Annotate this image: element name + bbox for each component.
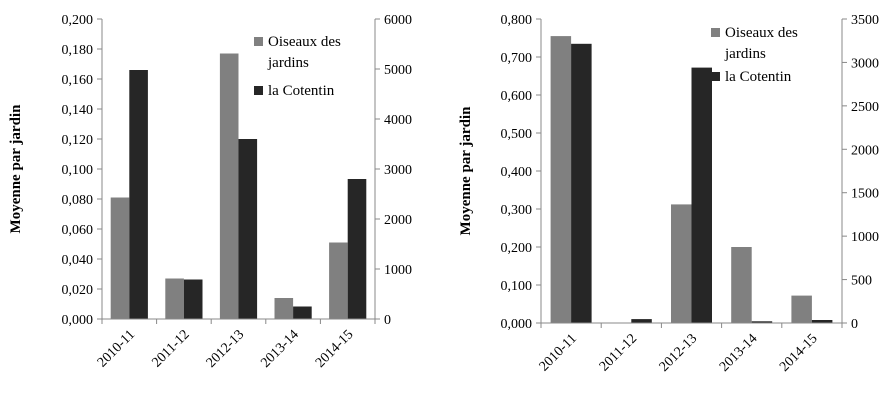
legend-label-cotentin: la Cotentin xyxy=(268,83,335,99)
x-category-label: 2012-13 xyxy=(657,331,701,375)
x-category-label: 2011-12 xyxy=(149,327,192,370)
legend-swatch-cotentin xyxy=(254,86,263,95)
left-tick-label: 0,600 xyxy=(501,89,533,104)
y-axis-title: Moyenne par jardin xyxy=(458,106,474,236)
right-tick-label: 3000 xyxy=(851,56,879,71)
bar-cotentin-2014-15 xyxy=(811,320,833,323)
left-tick-label: 0,500 xyxy=(501,127,533,142)
bar-oiseaux-2013-14 xyxy=(731,247,752,323)
right-tick-label: 0 xyxy=(384,313,391,328)
right-tick-label: 4000 xyxy=(384,113,412,128)
left-tick-label: 0,200 xyxy=(501,241,533,256)
chart-1: 0,000 0,020 0,040 0,060 0,080 0,100 0,120 0,140… xyxy=(8,13,412,371)
right-tick-label: 2000 xyxy=(851,143,879,158)
bar-oiseaux-2014-15 xyxy=(791,295,812,323)
x-category-label: 2014-15 xyxy=(777,331,821,375)
bar-cotentin-2010-11 xyxy=(571,43,592,324)
bar-oiseaux-2010-11 xyxy=(110,197,130,319)
legend: Oiseaux des jardins la Cotentin xyxy=(711,25,798,85)
bar-oiseaux-2013-14 xyxy=(274,298,294,319)
left-tick-label: 0,300 xyxy=(501,203,533,218)
bar-cotentin-2013-14 xyxy=(293,306,312,319)
left-tick-label: 0,000 xyxy=(62,313,94,328)
legend-swatch-oiseaux xyxy=(254,37,263,46)
x-category-label: 2011-12 xyxy=(597,331,640,374)
bar-oiseaux-2010-11 xyxy=(550,36,572,323)
left-tick-label: 0,700 xyxy=(501,51,533,66)
right-tick-label: 500 xyxy=(851,274,872,289)
left-tick-label: 0,400 xyxy=(501,165,533,180)
legend-label-oiseaux-line2: jardins xyxy=(267,55,309,71)
right-tick-label: 1000 xyxy=(851,230,879,245)
legend-label-oiseaux-line1: Oiseaux des xyxy=(268,34,341,50)
left-tick-label: 0,100 xyxy=(501,279,533,294)
left-tick-label: 0,040 xyxy=(62,253,94,268)
legend-label-oiseaux-line1: Oiseaux des xyxy=(725,25,798,41)
x-category-label: 2014-15 xyxy=(313,327,357,371)
legend-label-oiseaux-line2: jardins xyxy=(724,46,766,62)
bar-oiseaux-2011-12 xyxy=(165,278,184,319)
bar-cotentin-2012-13 xyxy=(238,139,258,319)
left-tick-label: 0,020 xyxy=(62,283,94,298)
bar-cotentin-2014-15 xyxy=(347,179,367,319)
bar-oiseaux-2012-13 xyxy=(671,204,692,323)
legend-swatch-cotentin xyxy=(711,72,720,81)
x-category-label: 2013-14 xyxy=(258,327,302,371)
right-tick-label: 3000 xyxy=(384,163,412,178)
bar-cotentin-2011-12 xyxy=(631,319,652,323)
right-tick-label: 2500 xyxy=(851,100,879,115)
x-category-label: 2010-11 xyxy=(537,331,580,374)
left-tick-label: 0,140 xyxy=(62,103,94,118)
legend-label-cotentin: la Cotentin xyxy=(725,69,792,85)
left-tick-label: 0,120 xyxy=(62,133,94,148)
left-tick-label: 0,100 xyxy=(62,163,94,178)
bar-cotentin-2013-14 xyxy=(751,321,773,323)
bar-oiseaux-2014-15 xyxy=(329,242,348,319)
right-tick-label: 3500 xyxy=(851,13,879,28)
x-category-label: 2013-14 xyxy=(717,331,761,375)
right-tick-label: 1500 xyxy=(851,187,879,202)
x-category-label: 2012-13 xyxy=(204,327,248,371)
left-tick-label: 0,800 xyxy=(501,13,533,28)
left-tick-label: 0,000 xyxy=(501,317,533,332)
left-tick-label: 0,200 xyxy=(62,13,94,28)
y-axis-title: Moyenne par jardin xyxy=(8,104,24,234)
left-tick-label: 0,180 xyxy=(62,43,94,58)
right-tick-label: 2000 xyxy=(384,213,412,228)
bar-cotentin-2011-12 xyxy=(183,279,203,319)
right-tick-label: 5000 xyxy=(384,63,412,78)
bar-cotentin-2012-13 xyxy=(691,67,712,323)
chart-2: 0,000 0,100 0,200 0,300 0,400 0,500 0,600 0,700… xyxy=(458,13,879,375)
right-tick-label: 6000 xyxy=(384,13,412,28)
bar-oiseaux-2012-13 xyxy=(219,53,239,319)
legend: Oiseaux des jardins la Cotentin xyxy=(254,34,341,99)
legend-swatch-oiseaux xyxy=(711,28,720,37)
left-tick-label: 0,060 xyxy=(62,223,94,238)
left-tick-label: 0,160 xyxy=(62,73,94,88)
bar-cotentin-2010-11 xyxy=(129,70,148,319)
x-category-label: 2010-11 xyxy=(95,327,138,370)
left-tick-label: 0,080 xyxy=(62,193,94,208)
right-tick-label: 1000 xyxy=(384,263,412,278)
right-tick-label: 0 xyxy=(851,317,858,332)
